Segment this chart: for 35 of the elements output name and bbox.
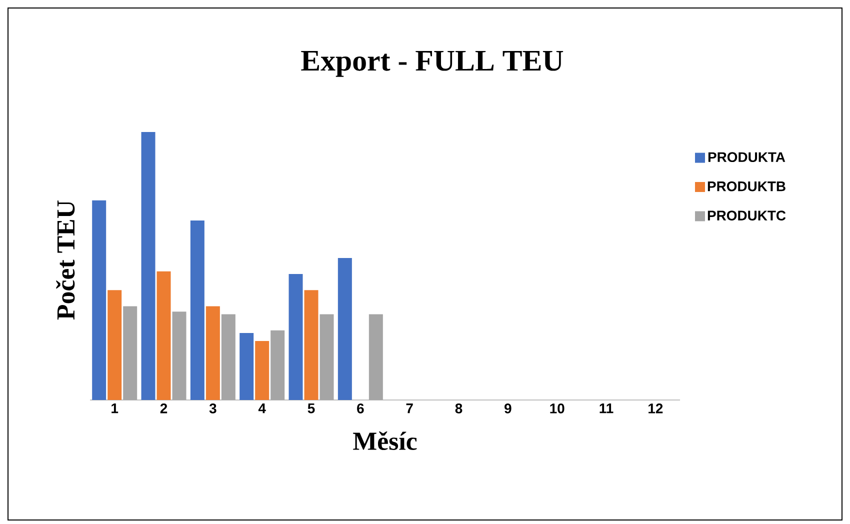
legend-label: PRODUKTA bbox=[708, 152, 786, 162]
legend-label: PRODUKTB bbox=[708, 181, 786, 192]
chart-title: Export - FULL TEU bbox=[301, 50, 564, 77]
bar bbox=[338, 258, 352, 400]
bar bbox=[240, 333, 254, 400]
bar bbox=[206, 306, 220, 400]
bar bbox=[172, 312, 186, 400]
bar bbox=[156, 271, 171, 400]
x-tick-label: 12 bbox=[648, 403, 663, 414]
bar bbox=[92, 200, 106, 400]
bar bbox=[108, 290, 122, 400]
x-tick-label: 11 bbox=[600, 404, 614, 414]
x-tick-label: 8 bbox=[455, 403, 462, 414]
x-tick-label: 5 bbox=[308, 404, 315, 414]
bar bbox=[288, 274, 303, 400]
x-tick-label: 3 bbox=[209, 403, 216, 414]
bar bbox=[123, 306, 138, 400]
x-tick-label: 6 bbox=[357, 403, 364, 414]
x-tick-label: 1 bbox=[112, 404, 118, 414]
bar bbox=[221, 314, 236, 400]
x-tick-label: 2 bbox=[160, 403, 168, 414]
bar bbox=[368, 314, 383, 400]
bar bbox=[320, 314, 334, 400]
bar bbox=[304, 290, 318, 400]
bar bbox=[141, 132, 156, 400]
x-tick-label: 10 bbox=[550, 403, 564, 414]
bar bbox=[255, 341, 270, 400]
y-axis-title: Počet TEU bbox=[56, 200, 75, 320]
x-tick-label: 4 bbox=[258, 404, 266, 414]
x-tick-label: 7 bbox=[406, 404, 413, 414]
bar bbox=[190, 220, 204, 400]
x-tick-label: 9 bbox=[504, 403, 512, 414]
bar bbox=[270, 330, 285, 400]
x-axis-title: Měsíc bbox=[353, 432, 417, 450]
legend-label: PRODUKTC bbox=[708, 210, 786, 220]
